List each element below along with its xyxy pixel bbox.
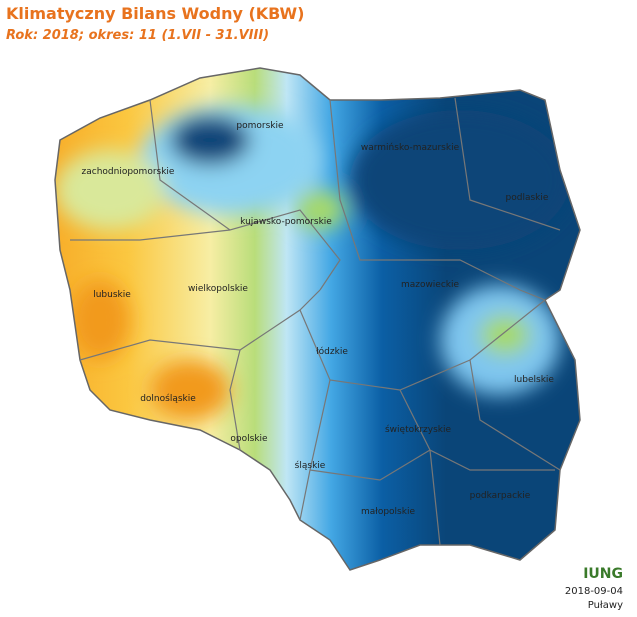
region-label: śląskie (295, 460, 326, 471)
region-label: warmińsko-mazurskie (361, 143, 460, 153)
logo: IUNG (583, 566, 623, 582)
region-label: mazowieckie (401, 280, 460, 290)
region-label: zachodniopomorskie (82, 167, 175, 177)
region-label: podkarpackie (470, 491, 531, 501)
region-label: pomorskie (236, 121, 284, 131)
region-label: świętokrzyskie (385, 424, 451, 435)
place: Puławy (587, 600, 623, 611)
date: 2018-09-04 (564, 586, 623, 597)
region-label: lubuskie (93, 290, 131, 300)
region-label: wielkopolskie (188, 284, 248, 294)
region-label: lubelskie (514, 375, 554, 385)
region-label: łódzkie (316, 346, 348, 357)
region-label: dolnośląskie (140, 393, 196, 404)
region-label: opolskie (230, 434, 268, 444)
border (54, 67, 581, 571)
region-label: kujawsko-pomorskie (240, 217, 332, 227)
region-label: podlaskie (506, 193, 549, 203)
kbw-fill (55, 68, 580, 570)
region-label: małopolskie (361, 507, 415, 517)
subtitle: Rok: 2018; okres: 11 (1.VII - 31.VIII) (6, 28, 270, 43)
title: Klimatyczny Bilans Wodny (KBW) (6, 4, 305, 23)
voivodeship-borders (70, 97, 561, 546)
